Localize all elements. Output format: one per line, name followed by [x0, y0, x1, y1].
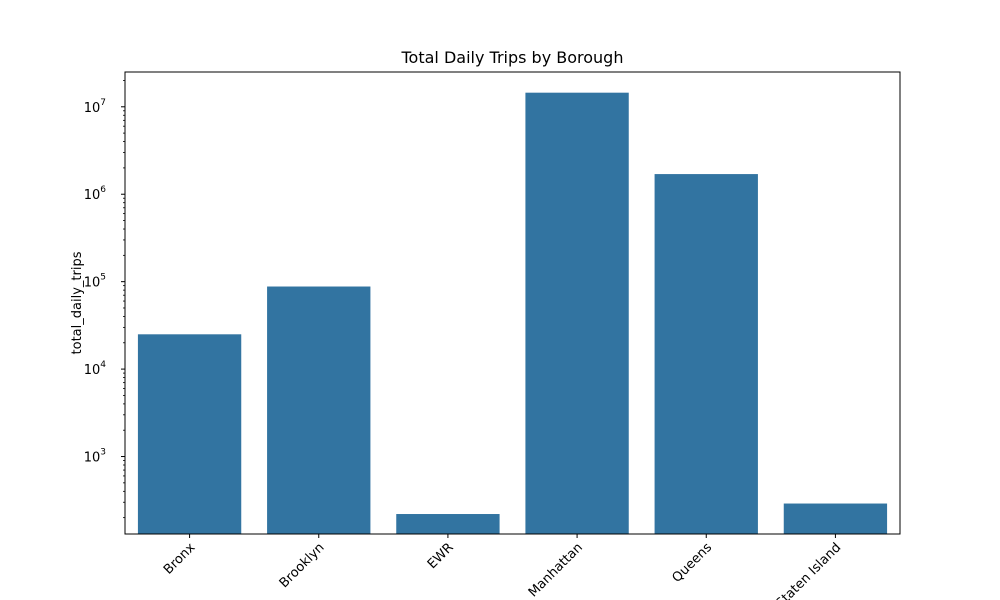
- bar-ewr: [396, 514, 500, 534]
- y-tick-label: 107: [84, 98, 106, 116]
- bar-staten-island: [783, 503, 888, 534]
- x-axis-ticks: Bronx Brooklyn EWR Manhattan Queens Staten Is…: [161, 534, 844, 600]
- x-tick-label: Staten Island: [773, 540, 844, 600]
- chart-title: Total Daily Trips by Borough: [401, 48, 624, 67]
- x-tick-label: Brooklyn: [277, 540, 328, 591]
- bars: [137, 92, 888, 535]
- y-tick-label: 104: [84, 360, 107, 378]
- y-axis-ticks: 103 104 105 106 107: [84, 80, 125, 519]
- x-tick-label: Manhattan: [526, 540, 586, 600]
- bar-bronx: [137, 334, 242, 534]
- x-tick-label: Queens: [669, 540, 715, 586]
- axes-frame: [124, 71, 901, 535]
- y-tick-label: 105: [84, 273, 106, 291]
- y-tick-label: 103: [84, 448, 106, 466]
- bar-manhattan: [525, 92, 629, 535]
- y-axis-label: total_daily_trips: [70, 251, 85, 354]
- x-tick-label: Bronx: [161, 540, 199, 578]
- bar-queens: [654, 174, 758, 535]
- bar-brooklyn: [267, 286, 371, 534]
- x-tick-label: EWR: [425, 540, 457, 572]
- y-tick-label: 106: [84, 185, 107, 203]
